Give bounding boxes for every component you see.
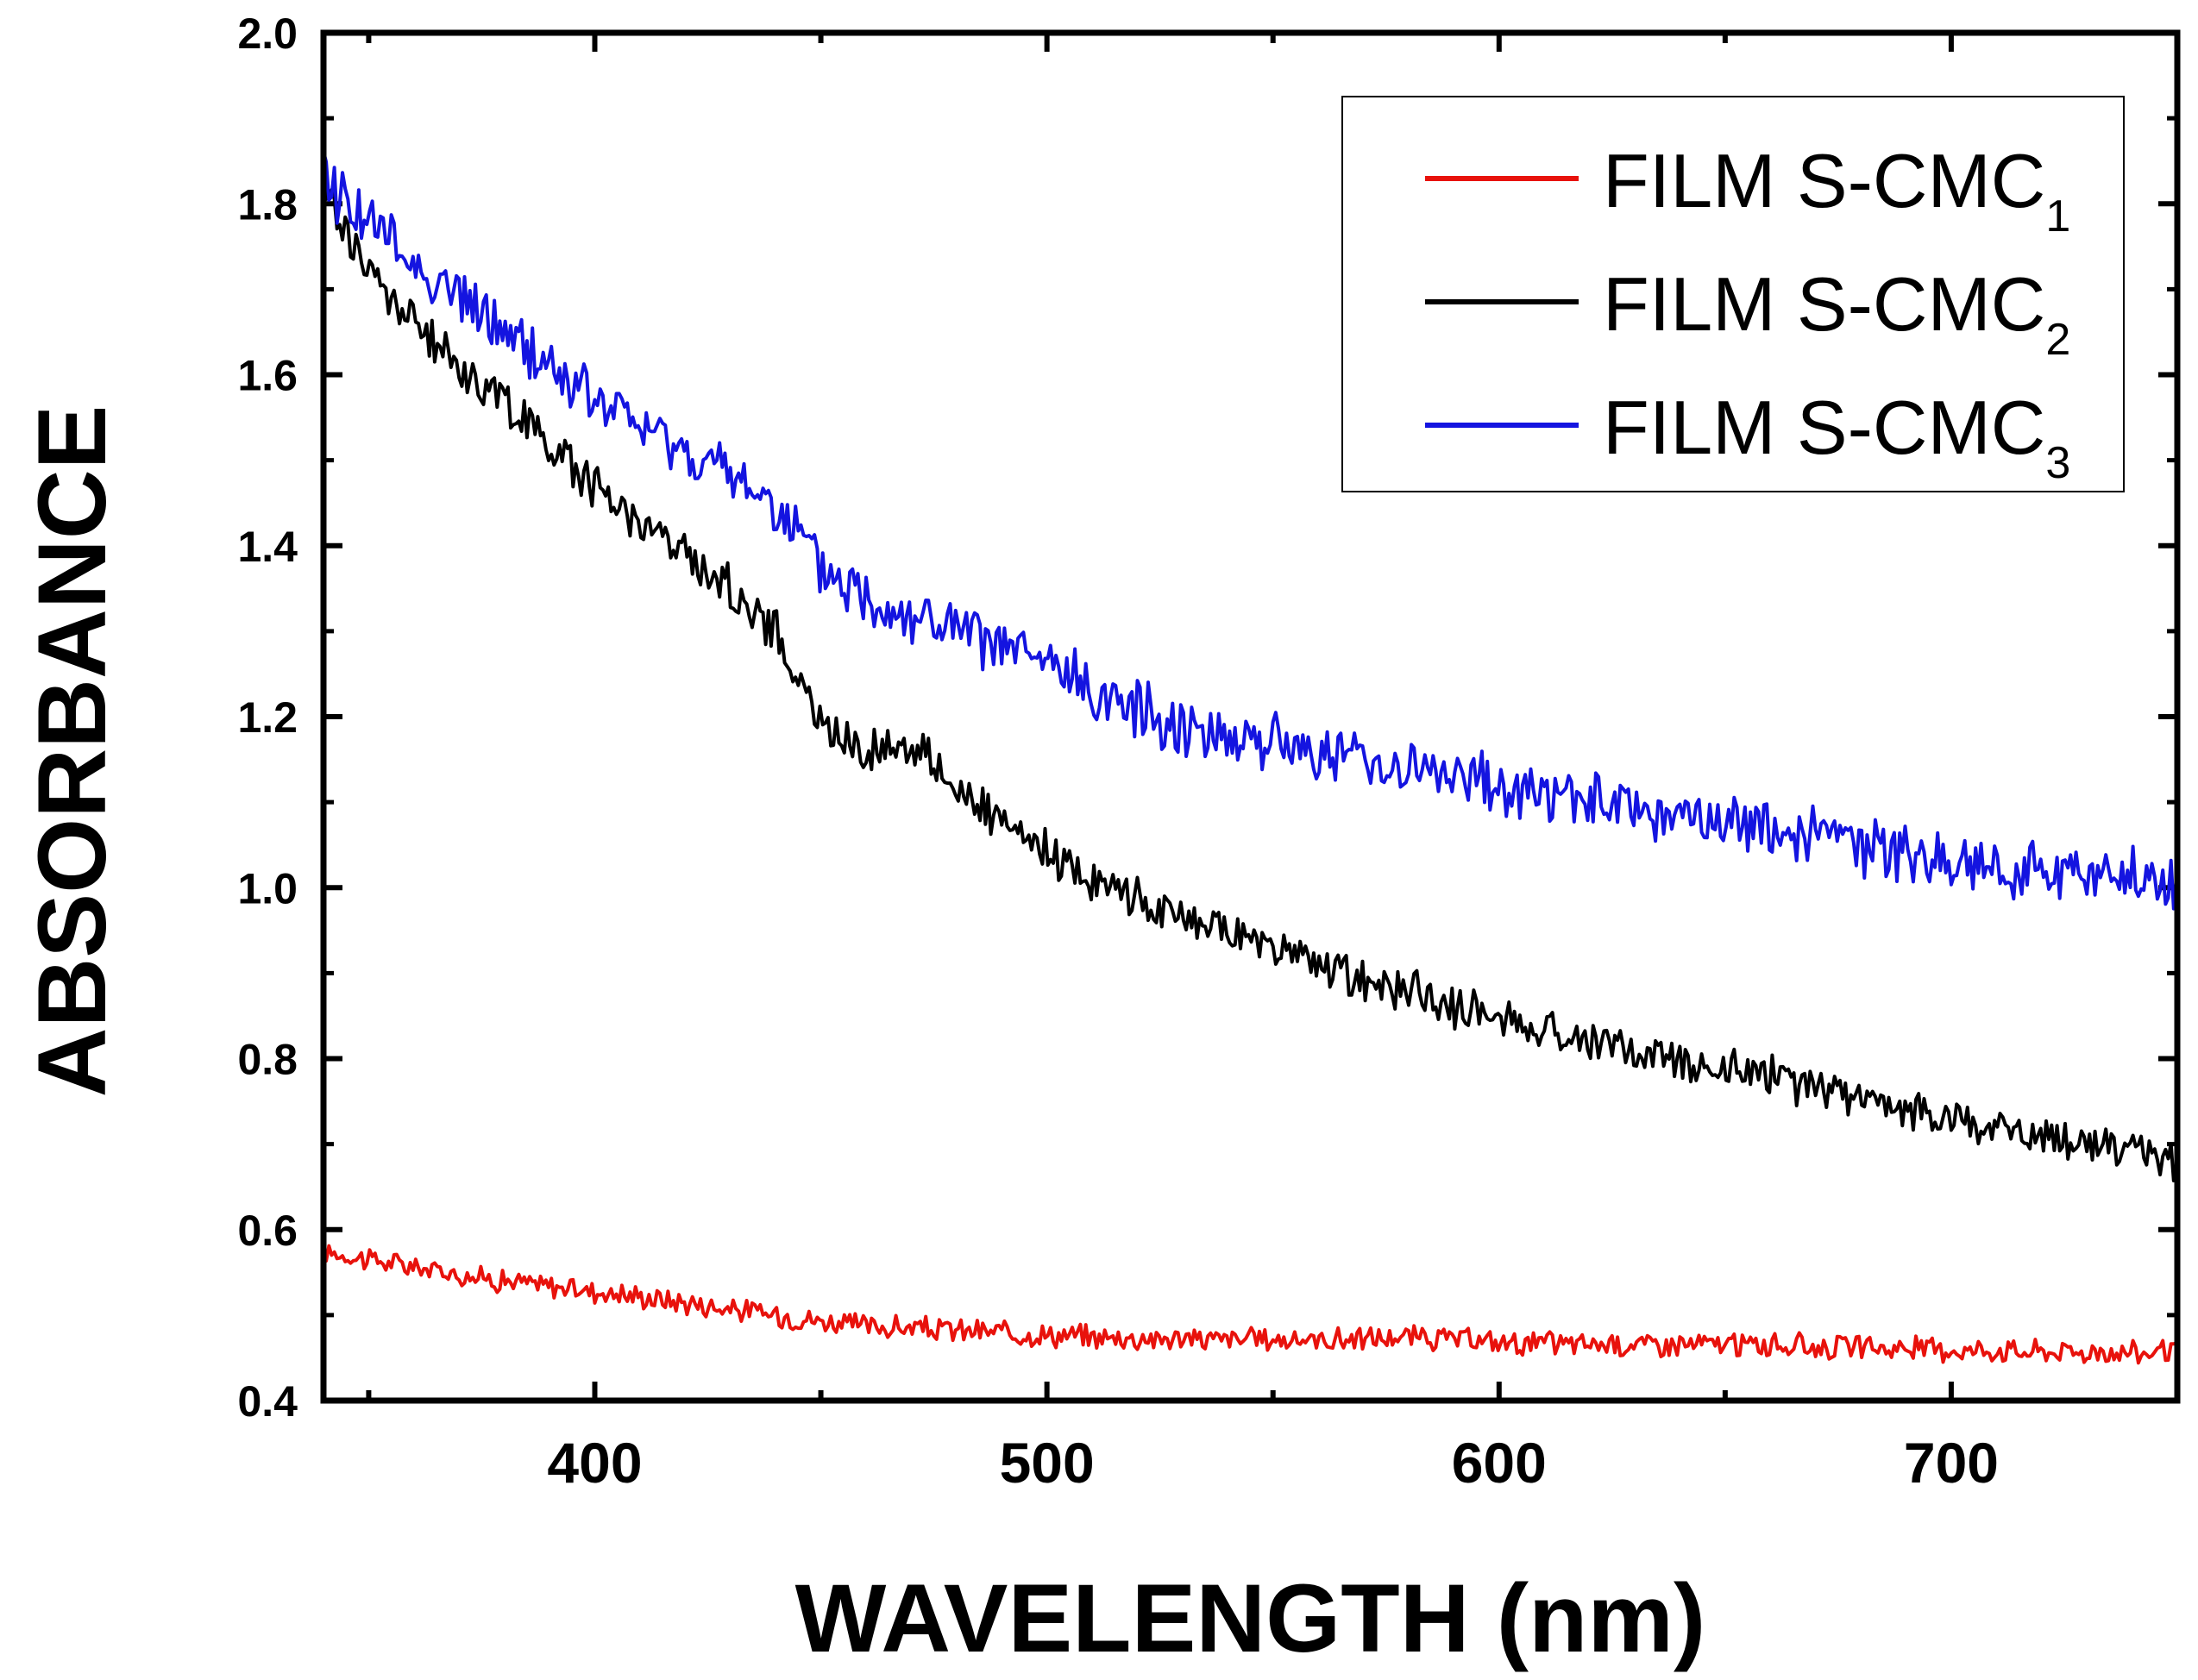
y-tick-label: 1.8	[237, 180, 298, 229]
series-line-s-cmc3	[322, 150, 2178, 911]
series-layer	[322, 150, 2178, 1365]
y-tick-label: 1.2	[237, 693, 298, 742]
series-line-s-cmc1	[322, 1240, 2177, 1365]
y-tick-label: 0.8	[237, 1036, 298, 1084]
y-tick-label: 1.6	[237, 352, 298, 400]
legend-label-subscript: 2	[2045, 315, 2070, 365]
y-axis-title: ABSORBANCE	[18, 405, 126, 1098]
tick-label-layer: 0.4 0.6 0.8 1.0 1.2 1.4 1.6 1.8 2.0 400 500 600 700	[237, 9, 1999, 1495]
y-tick-label: 1.0	[237, 864, 298, 912]
x-tick-label: 500	[1000, 1431, 1095, 1495]
x-tick-label: 600	[1452, 1431, 1547, 1495]
y-tick-label: 0.4	[237, 1377, 298, 1426]
y-tick-label: 0.6	[237, 1207, 298, 1255]
legend-label-subscript: 1	[2045, 191, 2070, 241]
y-tick-label: 1.4	[237, 523, 298, 571]
x-axis-title: WAVELENGTH (nm)	[795, 1564, 1706, 1672]
series-line-s-cmc2	[322, 172, 2178, 1182]
legend-label-subscript: 3	[2045, 438, 2070, 488]
x-tick-label: 400	[547, 1431, 642, 1495]
y-tick-label: 2.0	[237, 9, 298, 58]
x-tick-label: 700	[1904, 1431, 1999, 1495]
plot-frame	[320, 29, 2181, 1404]
